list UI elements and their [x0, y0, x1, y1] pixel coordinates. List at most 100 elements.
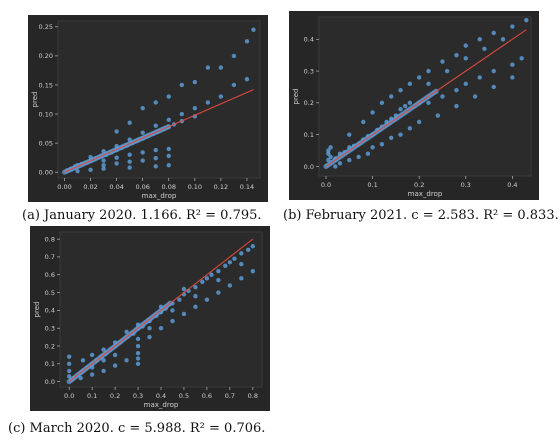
x-axis-label: max_drop: [142, 192, 177, 200]
x-tick-label: 0.14: [240, 183, 254, 191]
data-point: [112, 363, 118, 368]
data-point: [66, 368, 72, 374]
data-point: [356, 154, 361, 160]
x-tick-label: 0.0: [64, 392, 74, 400]
data-point: [250, 244, 256, 249]
data-point: [153, 164, 158, 169]
data-point: [170, 318, 175, 324]
data-point: [463, 56, 468, 61]
data-point: [147, 326, 152, 331]
data-point: [326, 157, 331, 163]
data-point: [216, 268, 221, 274]
data-point: [166, 153, 171, 159]
data-point: [101, 368, 106, 374]
y-tick-label: 0.4: [45, 307, 55, 315]
data-point: [379, 100, 385, 106]
y-axis-label: pred: [292, 89, 300, 105]
data-point: [370, 145, 375, 150]
x-tick-label: 0.2: [110, 392, 120, 400]
regression-line: [64, 89, 254, 173]
data-point: [239, 276, 244, 281]
data-point: [416, 119, 422, 125]
data-point: [140, 150, 145, 155]
data-point: [232, 256, 237, 261]
y-tick-label: 0.1: [304, 131, 314, 139]
data-point: [500, 37, 506, 42]
x-tick-label: 0.3: [133, 392, 143, 400]
data-point: [472, 94, 478, 99]
data-point: [166, 94, 171, 99]
data-point: [89, 372, 95, 377]
data-point: [114, 129, 119, 134]
scatter-plot-svg: 0.0 0.1 0.2 0.3 0.4 0.0 0.1 0.2 0.3 0.4 max_drop pr…: [289, 11, 539, 200]
data-point: [244, 39, 250, 44]
data-point: [114, 155, 119, 160]
data-point: [177, 297, 182, 302]
y-tick-label: 0.6: [45, 271, 55, 279]
data-point: [218, 94, 224, 99]
data-point: [127, 120, 132, 125]
data-point: [66, 354, 72, 359]
data-point: [205, 100, 211, 105]
data-point: [179, 82, 185, 88]
data-point: [88, 167, 93, 173]
y-tick-label: 0.0: [45, 378, 55, 386]
data-point: [519, 56, 524, 61]
data-point: [193, 293, 198, 299]
y-tick-label: 0.2: [45, 342, 55, 350]
data-point: [216, 290, 221, 295]
y-tick-label: 0.3: [304, 67, 314, 75]
data-point: [170, 308, 175, 313]
data-point: [179, 111, 185, 117]
x-tick-label: 0.4: [156, 392, 166, 400]
data-point: [205, 65, 211, 70]
x-tick-label: 0.08: [162, 183, 176, 191]
data-point: [192, 106, 198, 111]
x-tick-label: 0.7: [225, 392, 235, 400]
data-point: [204, 297, 210, 302]
data-point: [124, 329, 129, 334]
data-point: [326, 148, 331, 153]
data-point: [463, 43, 468, 48]
y-tick-label: 0.4: [304, 36, 314, 44]
data-point: [66, 361, 72, 367]
data-point: [209, 272, 214, 277]
data-point: [147, 334, 152, 340]
scatter-plot-january-2020: 0.00 0.02 0.04 0.06 0.08 0.10 0.12 0.14 0.00 0.05…: [28, 15, 268, 202]
data-point: [153, 123, 158, 128]
data-point: [181, 286, 187, 292]
data-point: [135, 350, 141, 356]
data-point: [101, 163, 106, 168]
data-point: [127, 165, 132, 170]
data-point: [251, 27, 256, 32]
x-tick-label: 0.1: [367, 181, 377, 189]
data-point: [398, 132, 403, 137]
x-tick-label: 0.10: [188, 183, 202, 191]
y-tick-label: 0.1: [45, 360, 55, 368]
data-point: [426, 68, 431, 74]
data-point: [181, 311, 187, 317]
scatter-plot-march-2020: 0.0 0.1 0.2 0.3 0.4 0.5 0.6 0.7 0.8 0.0 0.1 0.2 0.3 0…: [30, 226, 270, 411]
data-point: [370, 110, 375, 115]
data-point: [491, 68, 496, 74]
data-point: [365, 151, 371, 156]
data-point: [510, 62, 515, 67]
regression-line: [68, 238, 254, 383]
data-point: [510, 24, 515, 29]
data-point: [454, 87, 459, 93]
data-point: [407, 100, 413, 106]
data-point: [166, 163, 171, 168]
x-tick-label: 0.04: [109, 183, 123, 191]
data-point: [101, 158, 106, 163]
data-point: [454, 52, 459, 58]
data-point: [80, 358, 86, 363]
data-point: [477, 75, 482, 80]
data-point: [440, 59, 445, 64]
data-point: [435, 113, 441, 118]
y-tick-label: 0.3: [45, 325, 55, 333]
data-point: [153, 156, 158, 161]
data-point: [239, 261, 244, 267]
data-point: [101, 347, 106, 352]
data-point: [192, 79, 198, 85]
data-point: [101, 358, 106, 363]
